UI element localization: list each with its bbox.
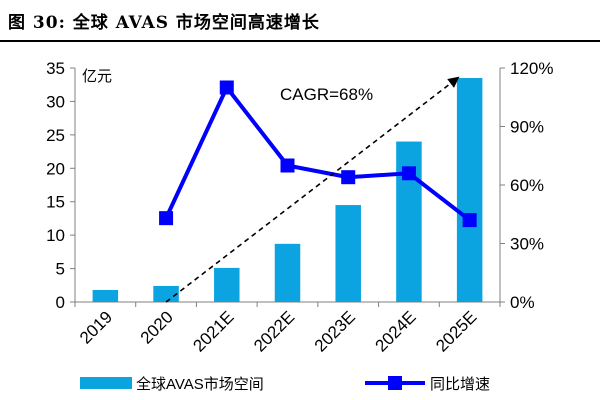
- cagr-arrow: [165, 76, 460, 303]
- x-tick-label: 2021E: [189, 307, 237, 355]
- x-tick-label: 2019: [76, 307, 116, 347]
- legend-bar-swatch: [80, 377, 132, 389]
- bar-market-size: [335, 205, 361, 302]
- yoy-growth-point: [401, 166, 416, 181]
- left-tick-label: 30: [46, 92, 65, 111]
- left-tick-label: 15: [46, 193, 65, 212]
- legend-line-marker: [388, 376, 402, 390]
- left-tick-label: 5: [56, 260, 65, 279]
- right-tick-label: 0%: [510, 293, 535, 312]
- bar-market-size: [396, 141, 422, 302]
- yoy-growth-point: [280, 158, 295, 173]
- yoy-growth-point: [219, 80, 234, 95]
- yoy-growth-point: [159, 211, 174, 226]
- bar-market-size: [153, 285, 179, 302]
- x-tick-label: 2020: [137, 307, 177, 347]
- left-tick-label: 35: [46, 59, 65, 78]
- yoy-growth-point: [341, 170, 356, 185]
- legend-line-label: 同比增速: [430, 376, 490, 393]
- left-tick-label: 25: [46, 126, 65, 145]
- x-tick-label: 2022E: [250, 307, 298, 355]
- x-tick-label: 2025E: [432, 307, 480, 355]
- bar-market-size: [92, 289, 119, 302]
- right-tick-label: 60%: [510, 176, 544, 195]
- x-tick-label: 2024E: [372, 307, 420, 355]
- right-tick-label: 90%: [510, 118, 544, 137]
- cagr-label: CAGR=68%: [280, 85, 373, 104]
- left-axis-unit-label: 亿元: [82, 67, 112, 85]
- left-tick-label: 0: [56, 293, 65, 312]
- title-divider: [0, 40, 600, 42]
- yoy-growth-point: [462, 213, 477, 228]
- bar-market-size: [274, 243, 301, 302]
- bar-market-size: [456, 78, 483, 303]
- right-tick-label: 120%: [510, 59, 553, 78]
- x-tick-label: 2023E: [311, 307, 359, 355]
- figure-title: 图 30: 全球 AVAS 市场空间高速增长: [8, 13, 320, 33]
- left-tick-label: 10: [46, 226, 65, 245]
- bar-market-size: [214, 267, 240, 302]
- right-tick-label: 30%: [510, 235, 544, 254]
- left-tick-label: 20: [46, 159, 65, 178]
- yoy-growth-line: [164, 83, 471, 222]
- legend-bar-label: 全球AVAS市场空间: [136, 375, 264, 393]
